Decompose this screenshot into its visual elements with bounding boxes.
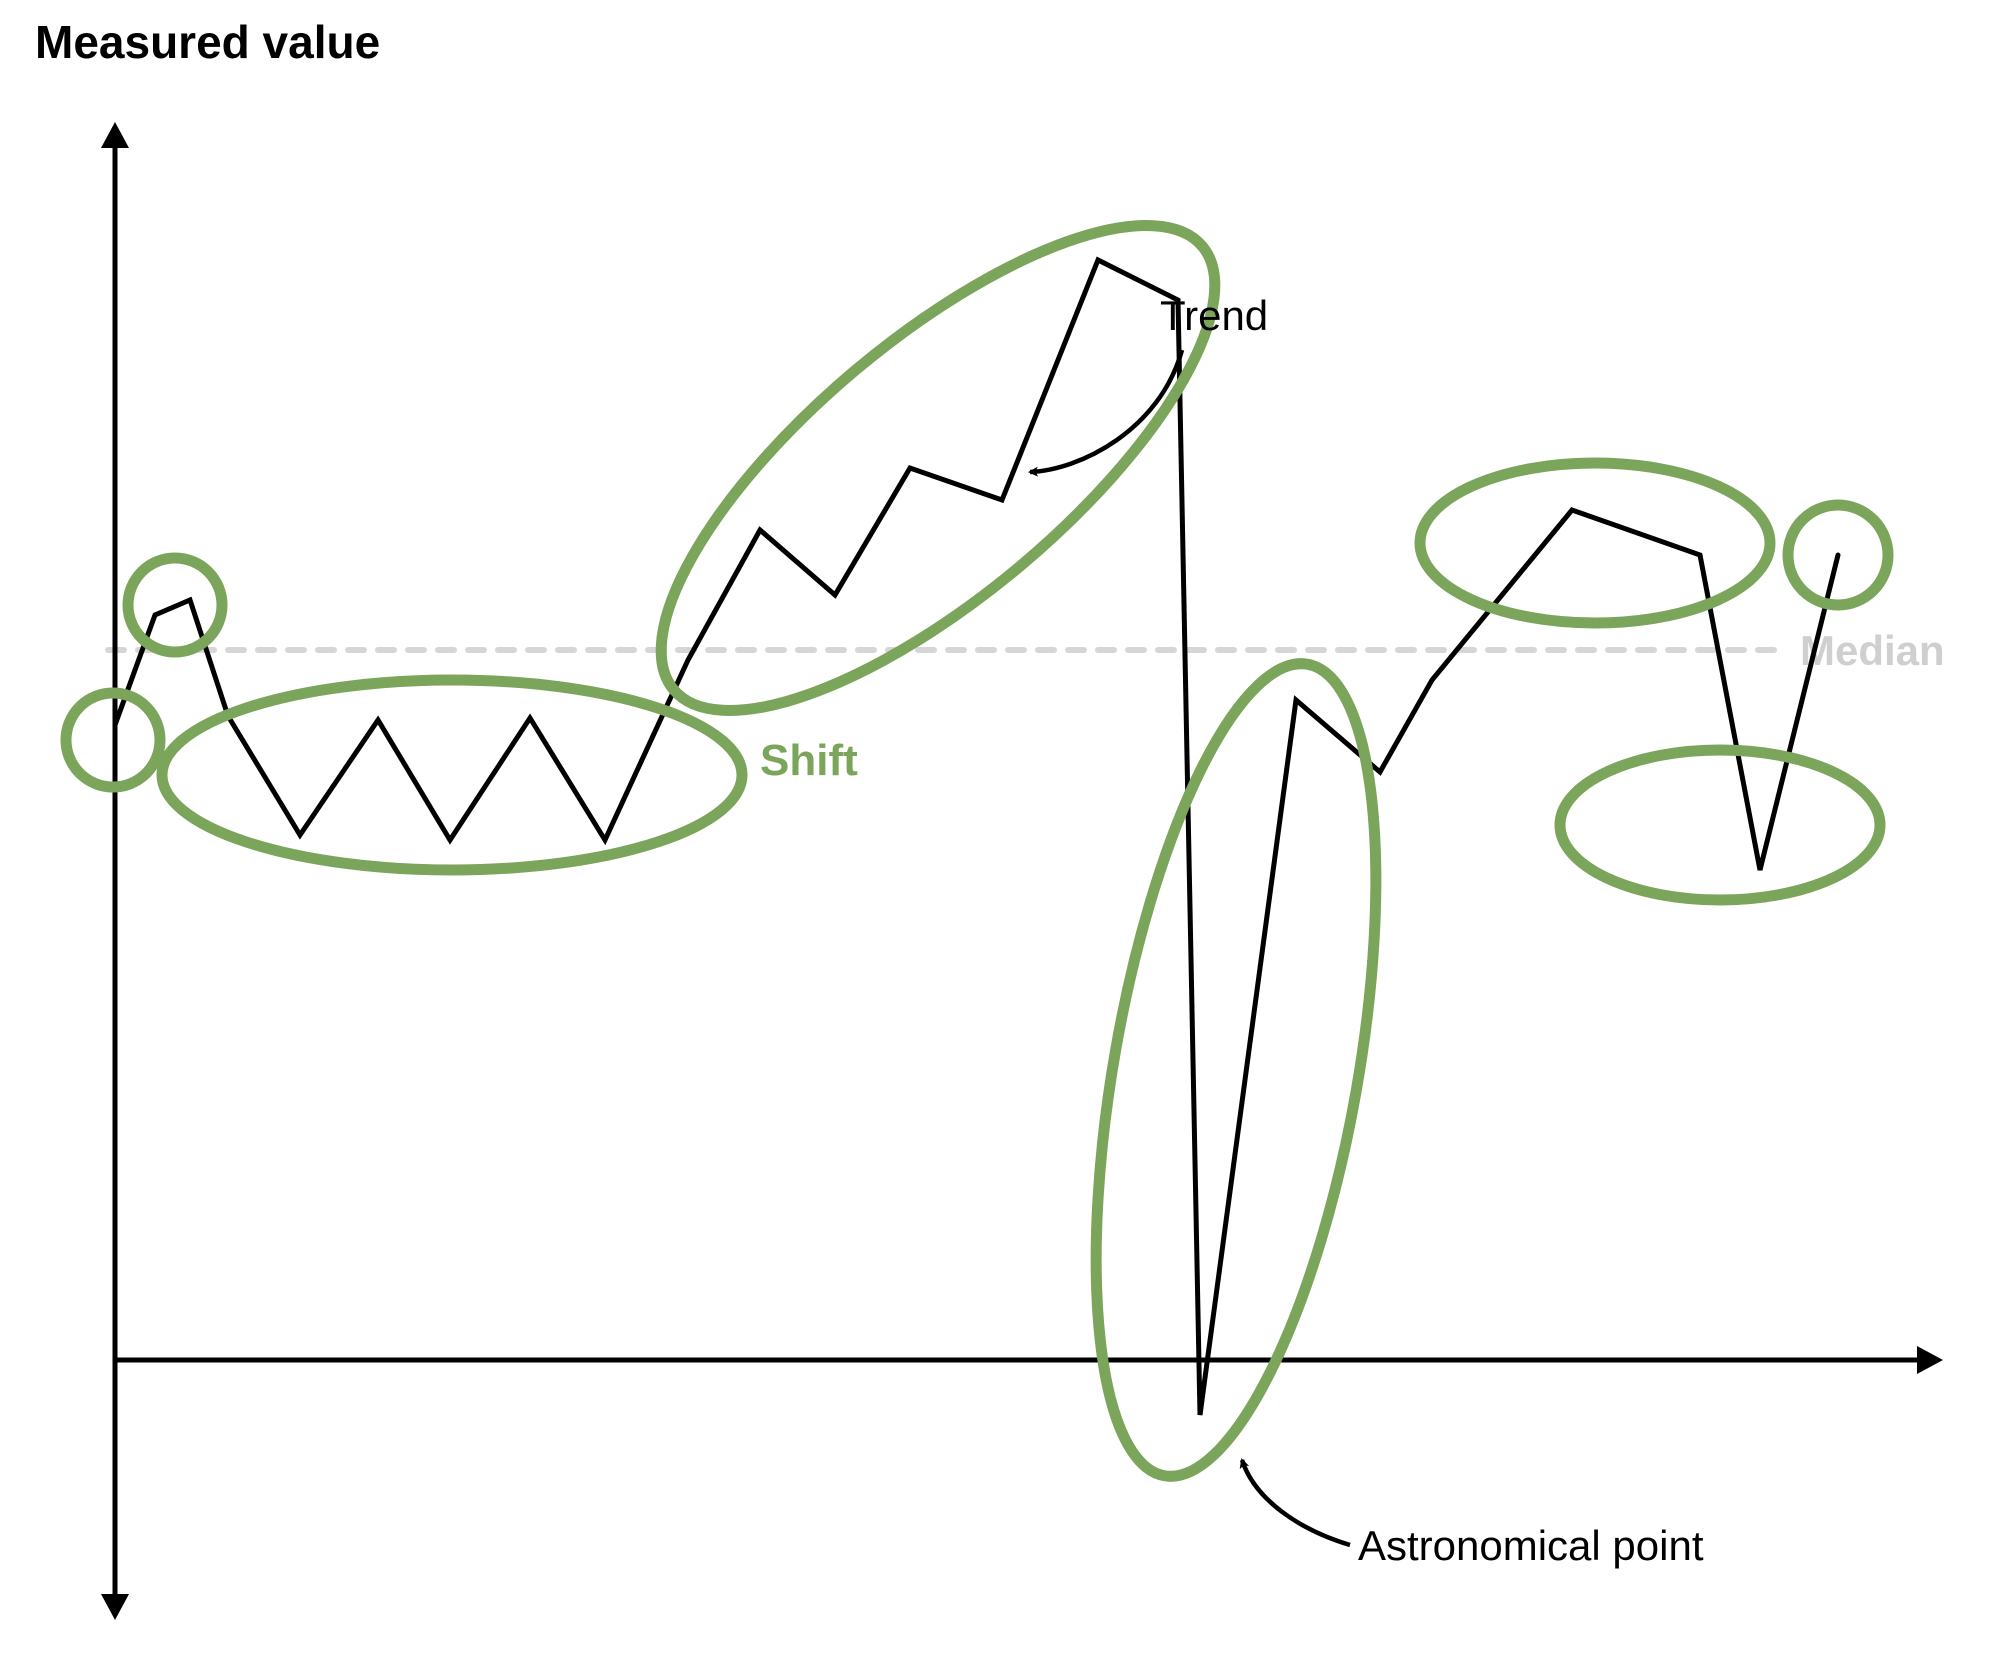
shift-label-svg: Shift (760, 736, 858, 785)
chart-title-svg: Measured value (35, 16, 380, 68)
median-label-svg: Median (1800, 627, 1945, 674)
astronomical-label-svg: Astronomical point (1358, 1522, 1704, 1569)
run-chart: Median Shift Trend Astronomical point Measur… (0, 0, 2000, 1659)
trend-label-svg: Trend (1160, 292, 1268, 339)
chart-background (0, 0, 2000, 1659)
